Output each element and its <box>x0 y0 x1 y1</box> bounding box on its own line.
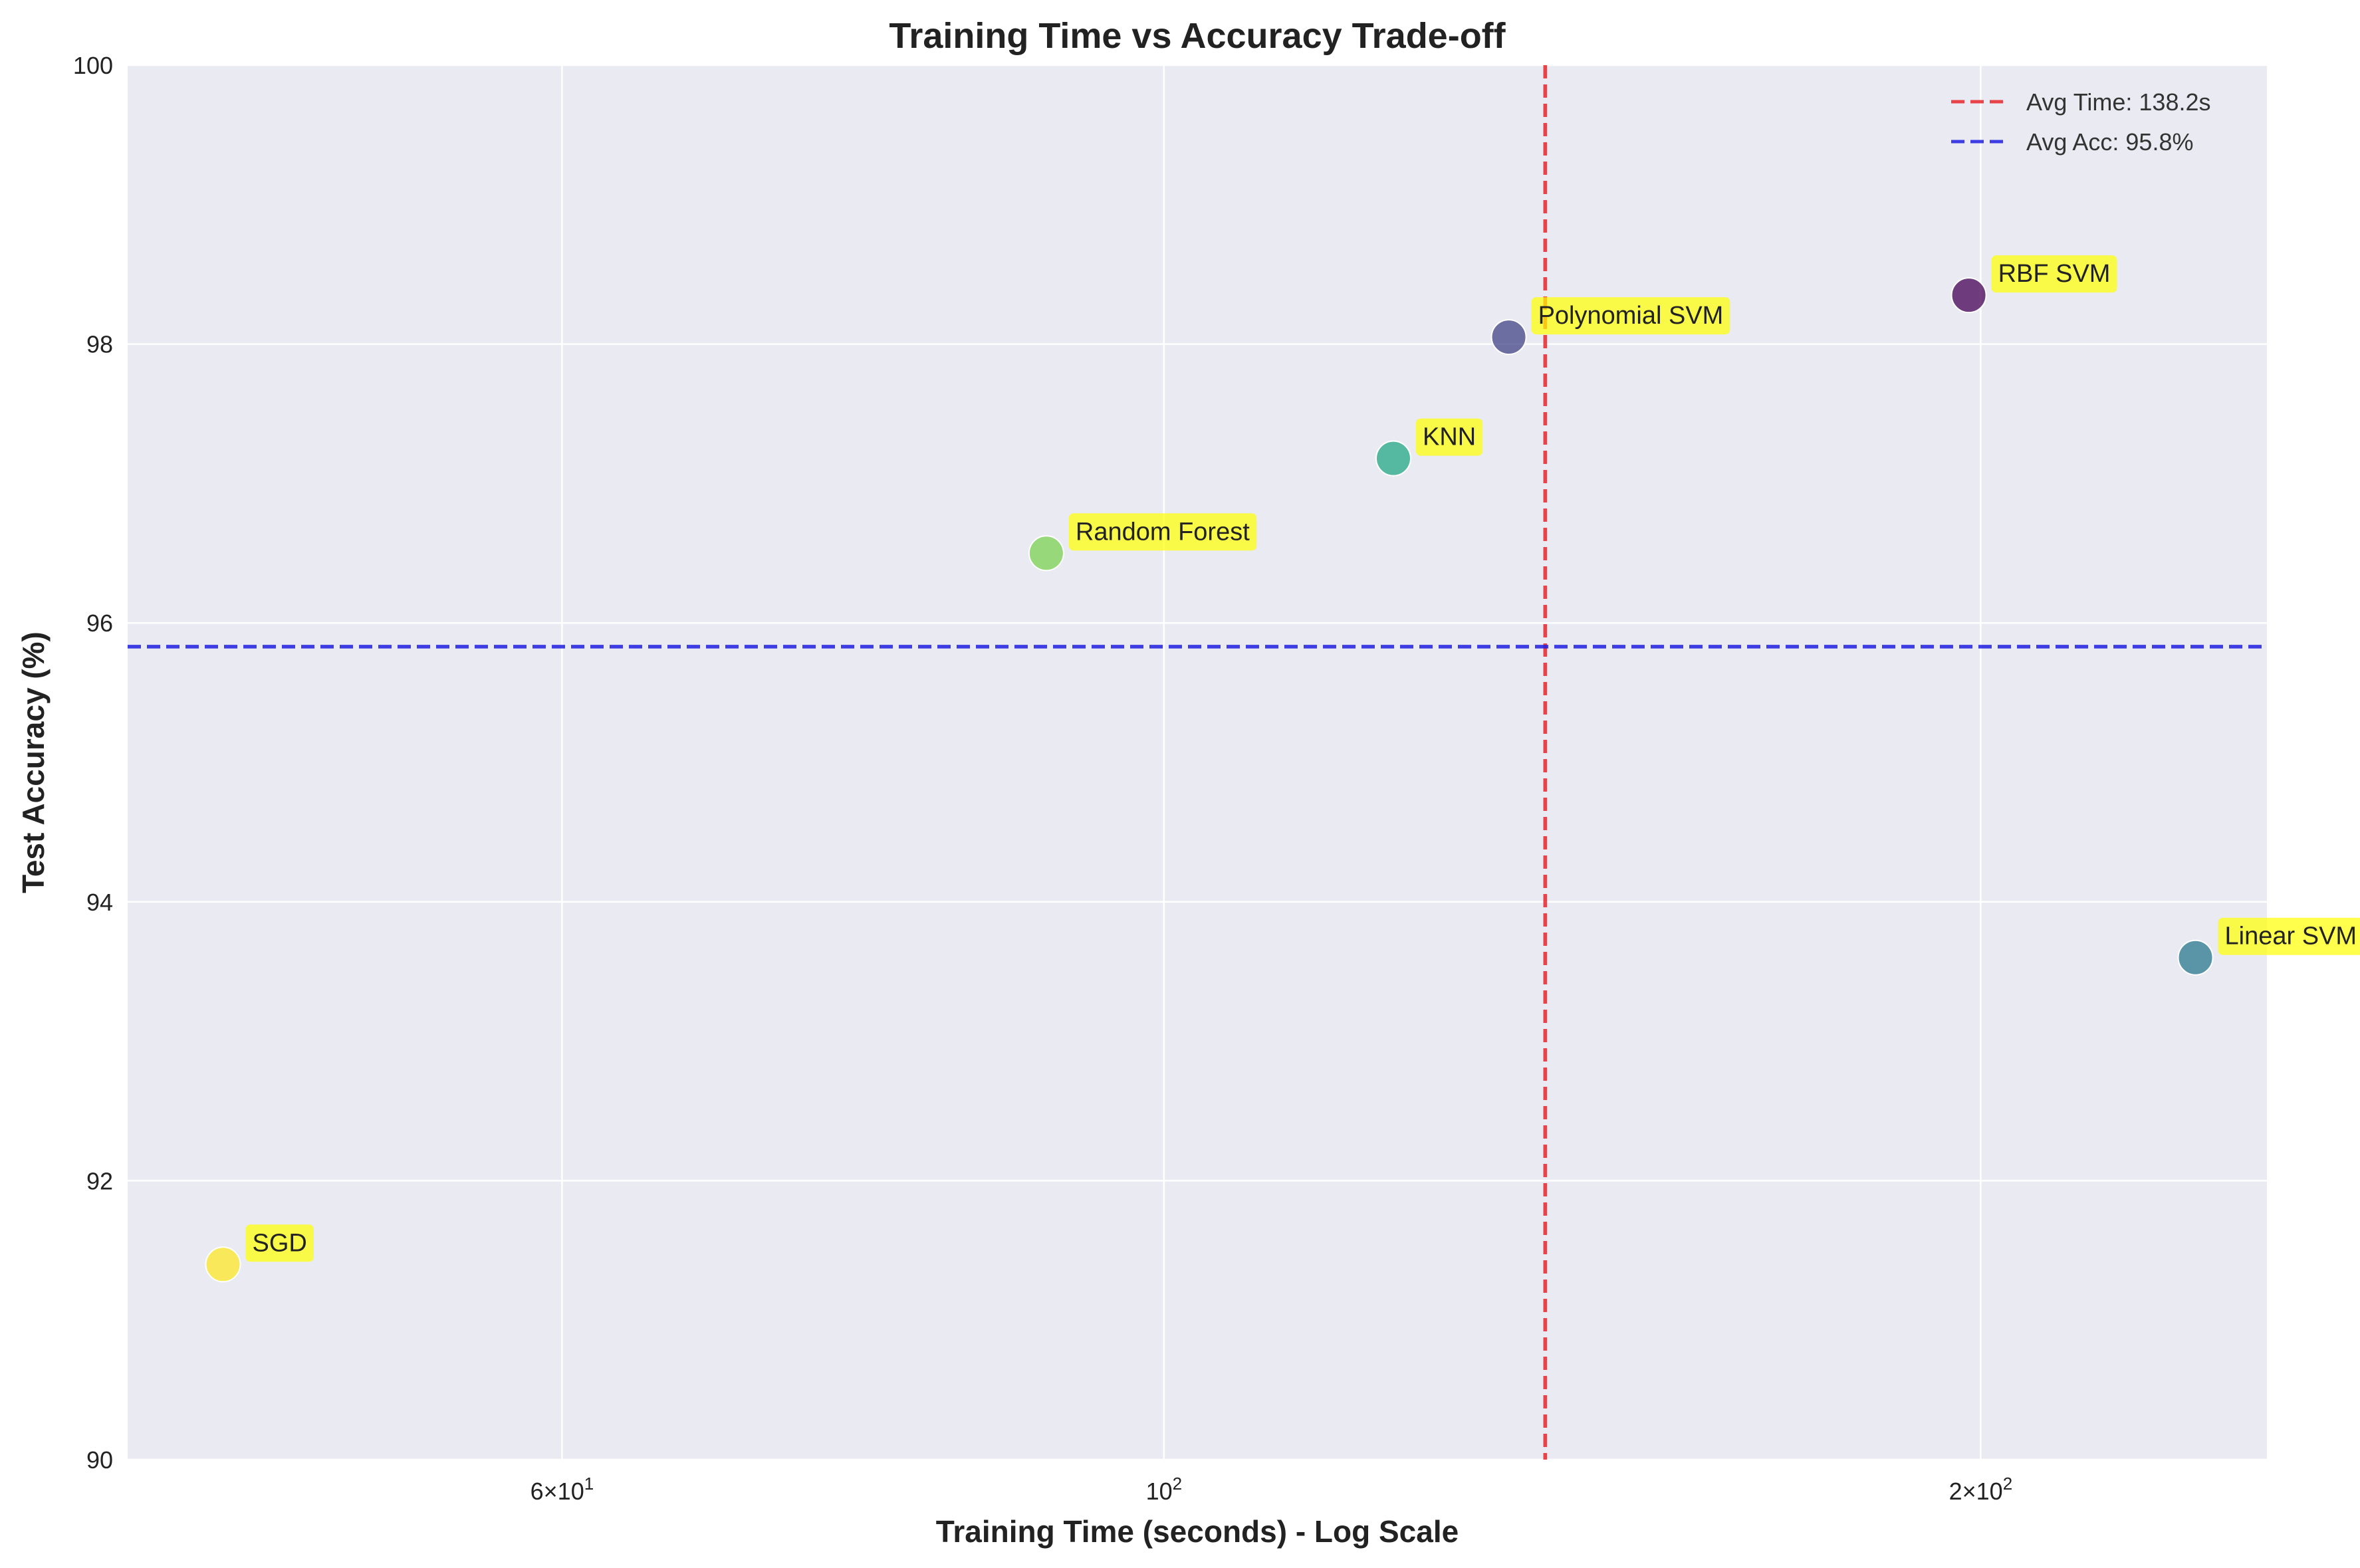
y-tick-90: 90 <box>86 1446 113 1474</box>
point-sgd <box>205 1246 241 1283</box>
x-axis-label: Training Time (seconds) - Log Scale <box>936 1514 1459 1549</box>
plot-background <box>128 65 2267 1460</box>
label-text-knn: KNN <box>1423 423 1476 451</box>
label-box-sgd <box>245 1224 314 1262</box>
x-tick-200: 2×102 <box>1949 1474 2013 1505</box>
label-text-sgd: SGD <box>253 1229 307 1257</box>
legend-label-avg-acc: Avg Acc: 95.8% <box>2026 128 2194 156</box>
x-tick-100: 102 <box>1146 1474 1183 1505</box>
label-box-rbf-svm <box>1991 255 2117 293</box>
label-text-rbf-svm: RBF SVM <box>1998 260 2111 288</box>
y-tick-96: 96 <box>86 610 113 637</box>
point-rbf-svm <box>1950 277 1987 314</box>
x-tick-labels: 6×101 102 2×102 <box>531 1474 2013 1505</box>
point-knn <box>1375 440 1411 477</box>
y-tick-92: 92 <box>86 1167 113 1194</box>
label-knn: KNN <box>1415 418 1483 456</box>
y-tick-94: 94 <box>86 889 113 916</box>
point-polynomial-svm <box>1490 319 1527 356</box>
y-tick-98: 98 <box>86 331 113 358</box>
y-axis-label: Test Accuracy (%) <box>16 631 51 893</box>
label-linear-svm: Linear SVM <box>2218 917 2360 955</box>
point-labels: SGD Random Forest KNN Polynomial SVM RBF SVM… <box>245 255 2360 1262</box>
grid-lines <box>128 64 2267 1461</box>
label-box-random-forest <box>1068 513 1257 551</box>
label-sgd: SGD <box>245 1224 314 1262</box>
y-tick-100: 100 <box>73 52 113 79</box>
label-text-random-forest: Random Forest <box>1076 518 1250 546</box>
y-tick-labels: 90 92 94 96 98 100 <box>73 52 113 1474</box>
label-rbf-svm: RBF SVM <box>1991 255 2117 293</box>
label-box-polynomial-svm <box>1531 297 1730 335</box>
legend-label-avg-time: Avg Time: 138.2s <box>2026 88 2211 116</box>
x-tick-60: 6×101 <box>531 1474 594 1505</box>
point-random-forest <box>1028 535 1064 572</box>
label-text-linear-svm: Linear SVM <box>2225 923 2357 951</box>
point-linear-svm <box>2177 939 2214 976</box>
legend: Avg Time: 138.2s Avg Acc: 95.8% <box>1951 88 2211 156</box>
label-text-polynomial-svm: Polynomial SVM <box>1538 302 1724 330</box>
label-box-knn <box>1415 418 1483 456</box>
label-polynomial-svm: Polynomial SVM <box>1531 297 1730 335</box>
label-random-forest: Random Forest <box>1068 513 1257 551</box>
label-box-linear-svm <box>2218 917 2360 955</box>
chart-title: Training Time vs Accuracy Trade-off <box>889 16 1506 56</box>
data-points <box>205 277 2214 1283</box>
